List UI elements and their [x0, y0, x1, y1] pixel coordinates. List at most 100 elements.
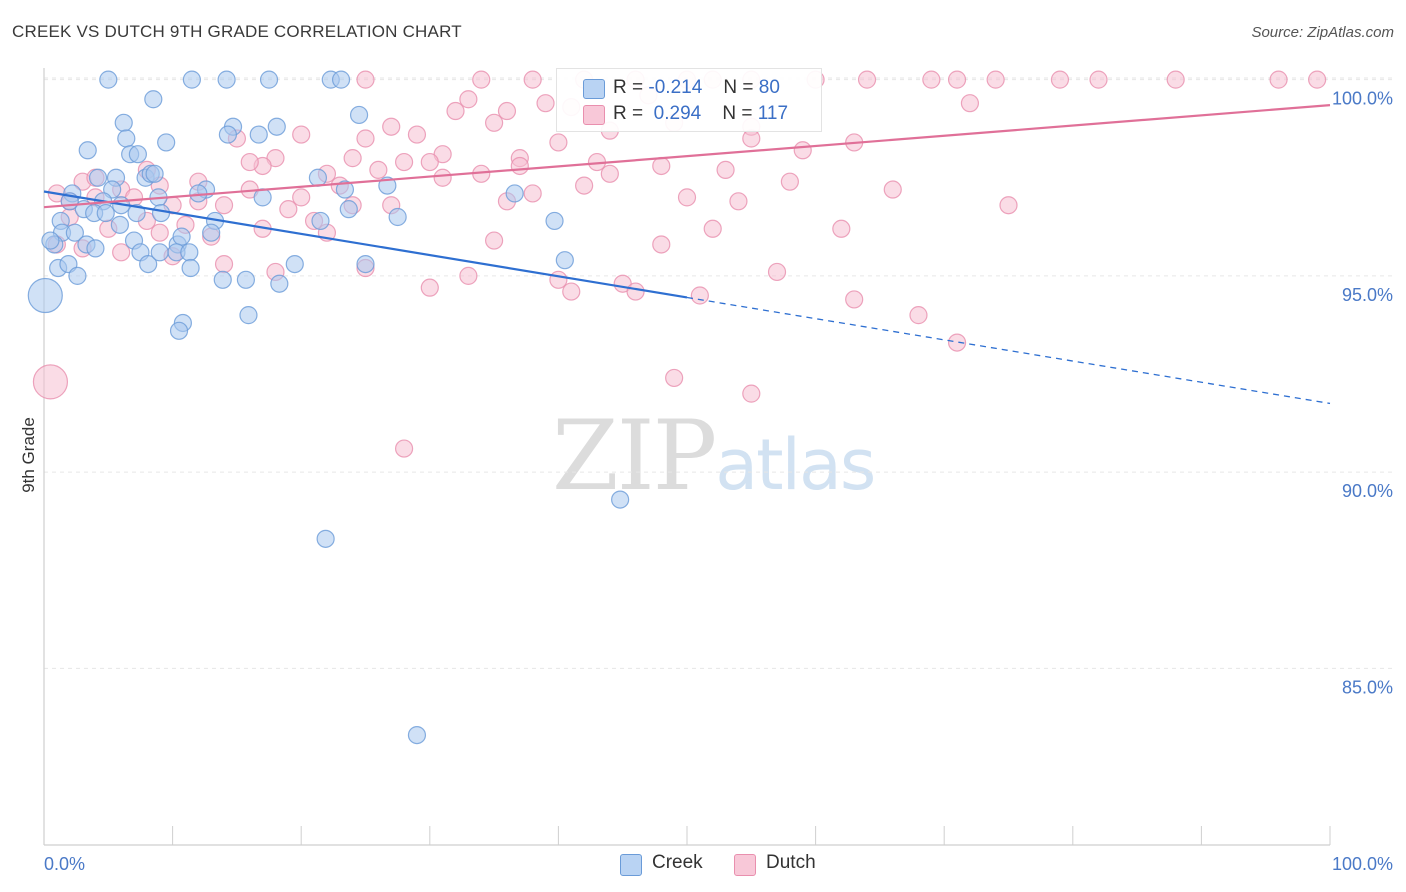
dutch-point: [600, 164, 619, 183]
creek-point: [114, 113, 133, 132]
creek-point: [335, 180, 355, 199]
dutch-point: [677, 188, 697, 207]
dutch-point: [742, 384, 761, 403]
creek-point: [86, 239, 105, 258]
dutch-point: [214, 196, 234, 215]
dutch-point: [446, 101, 465, 121]
creek-point: [236, 270, 256, 289]
creek-point: [99, 70, 118, 89]
creek-point: [78, 141, 97, 160]
creek-point: [253, 188, 272, 207]
dutch-point: [240, 152, 259, 172]
dutch-point: [356, 129, 375, 148]
dutch-point: [292, 125, 311, 144]
dutch-swatch: [583, 105, 605, 125]
dutch-point: [767, 262, 787, 282]
dutch-point: [523, 184, 542, 203]
watermark: ZIPatlas: [552, 400, 876, 512]
creek-point: [267, 117, 286, 136]
dutch-point: [690, 286, 709, 305]
dutch-point: [793, 141, 812, 160]
dutch-point: [279, 200, 298, 219]
watermark-atlas: atlas: [715, 424, 876, 506]
creek-point: [172, 227, 191, 246]
dutch-point: [832, 219, 851, 238]
dutch-point: [420, 278, 439, 297]
creek-point: [239, 306, 258, 325]
dutch-point: [407, 125, 427, 144]
creek-point: [270, 274, 289, 293]
creek-point: [339, 200, 358, 219]
creek-point: [259, 70, 279, 89]
dutch-point: [433, 168, 452, 187]
dutch-point: [510, 156, 529, 176]
dutch-point: [1050, 70, 1070, 89]
chart-title: CREEK VS DUTCH 9TH GRADE CORRELATION CHA…: [12, 22, 462, 41]
creek-point: [545, 211, 564, 231]
dutch-point: [343, 149, 362, 168]
dutch-point: [960, 94, 980, 113]
dutch-point: [1089, 70, 1108, 89]
creek-point: [96, 203, 115, 223]
dutch-point: [1166, 70, 1185, 89]
y-tick-label: 90.0%: [1342, 481, 1393, 501]
dutch-point: [459, 90, 478, 109]
creek-point: [41, 231, 60, 250]
dutch-point: [112, 243, 131, 262]
creek-point: [139, 255, 158, 274]
dutch-point: [703, 219, 722, 238]
creek-point: [169, 321, 189, 340]
creek-point: [388, 207, 407, 227]
dutch-point: [575, 176, 594, 195]
dutch-r-value: 0.294: [653, 103, 702, 124]
creek-point: [555, 251, 574, 270]
dutch-point: [536, 94, 555, 113]
dutch-point: [459, 266, 478, 285]
x-tick-label: 0.0%: [44, 854, 85, 874]
dutch-trend-line: [43, 104, 1331, 209]
creek-point: [308, 168, 328, 187]
dutch-point: [523, 70, 542, 89]
dutch-point: [214, 255, 234, 274]
creek-trend-line: [43, 190, 688, 299]
dutch-point: [742, 129, 761, 148]
dutch-point: [883, 180, 902, 199]
creek-point: [181, 258, 200, 278]
dutch-point: [1308, 70, 1327, 89]
creek-point: [611, 490, 630, 509]
creek-n-label: N =: [723, 77, 754, 98]
creek-point: [65, 223, 84, 242]
creek-point: [213, 270, 232, 289]
y-tick-label: 100.0%: [1332, 89, 1393, 109]
creek-point: [110, 215, 129, 234]
dutch-n-value: 117: [757, 103, 789, 124]
creek-legend-swatch: [620, 854, 642, 876]
dutch-point: [292, 188, 311, 207]
source-credit: Source: ZipAtlas.com: [1251, 24, 1394, 41]
creek-r-label: R =: [613, 77, 644, 98]
creek-point: [316, 529, 335, 548]
dutch-point: [652, 156, 671, 176]
dutch-point: [562, 282, 581, 301]
dutch-point: [356, 70, 375, 89]
creek-point: [311, 211, 330, 231]
creek-point: [68, 266, 87, 285]
creek-point: [505, 184, 524, 203]
dutch-point: [922, 70, 941, 89]
creek-point: [349, 105, 369, 125]
creek-point: [331, 70, 351, 89]
x-tick-label: 100.0%: [1332, 854, 1393, 874]
creek-point: [157, 133, 176, 152]
creek-point: [217, 70, 236, 89]
dutch-point: [394, 439, 414, 458]
dutch-point: [729, 192, 748, 211]
dutch-point: [472, 70, 491, 89]
creek-r-value: -0.214: [648, 77, 703, 98]
creek-swatch: [583, 79, 605, 99]
creek-point: [27, 277, 63, 314]
y-tick-label: 95.0%: [1342, 285, 1393, 305]
creek-point: [249, 125, 268, 144]
dutch-r-label: R =: [613, 103, 644, 124]
creek-legend-label: Creek: [652, 852, 703, 873]
creek-point: [117, 129, 136, 148]
